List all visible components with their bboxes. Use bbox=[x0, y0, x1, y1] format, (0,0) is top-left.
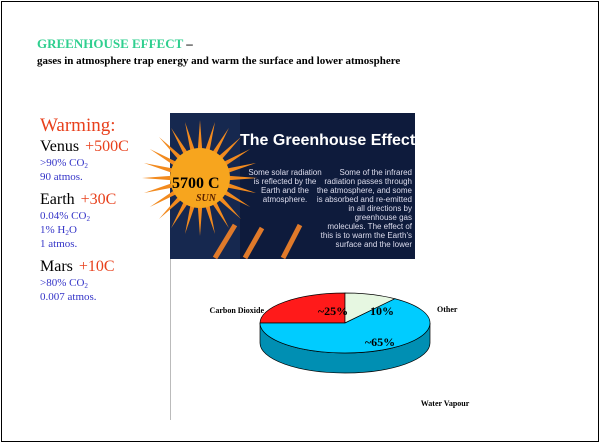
image-note: Earth and the bbox=[261, 186, 310, 195]
image-note: the atmosphere, and some bbox=[317, 186, 413, 195]
sun-ray bbox=[142, 176, 172, 180]
image-note: radiation passes through bbox=[324, 177, 412, 186]
image-note: molecules. The effect of bbox=[327, 222, 412, 231]
image-note: Some solar radiation bbox=[248, 168, 321, 177]
pie-value-label: ~25% bbox=[318, 304, 348, 318]
image-note: Some of the infrared bbox=[340, 168, 412, 177]
pie-category-label: Carbon Dioxide bbox=[210, 306, 265, 315]
image-note: this is to warm the Earth's bbox=[321, 231, 412, 240]
slide-graphics: The Greenhouse Effect 5700 C SUN Some so… bbox=[0, 0, 602, 445]
sun-label: SUN bbox=[196, 193, 217, 204]
page: GREENHOUSE EFFECT – gases in atmosphere … bbox=[0, 0, 602, 445]
image-note: surface and the lower bbox=[336, 240, 413, 249]
image-note: greenhouse gas bbox=[355, 213, 412, 222]
pie-category-label: Other bbox=[437, 305, 458, 314]
sun-ray bbox=[144, 163, 174, 173]
pie-value-label: ~65% bbox=[365, 335, 395, 349]
sun-ray bbox=[144, 183, 174, 193]
image-note: is absorbed and re-emitted bbox=[317, 195, 412, 204]
image-note: atmosphere. bbox=[263, 195, 307, 204]
image-note: in all directions by bbox=[348, 204, 412, 213]
image-title: The Greenhouse Effect bbox=[240, 132, 416, 149]
image-note: is reflected by the bbox=[254, 177, 317, 186]
pie-value-label: 10% bbox=[370, 304, 394, 318]
sun-temp: 5700 C bbox=[172, 175, 220, 192]
pie-category-label: Water Vapour bbox=[421, 399, 470, 408]
